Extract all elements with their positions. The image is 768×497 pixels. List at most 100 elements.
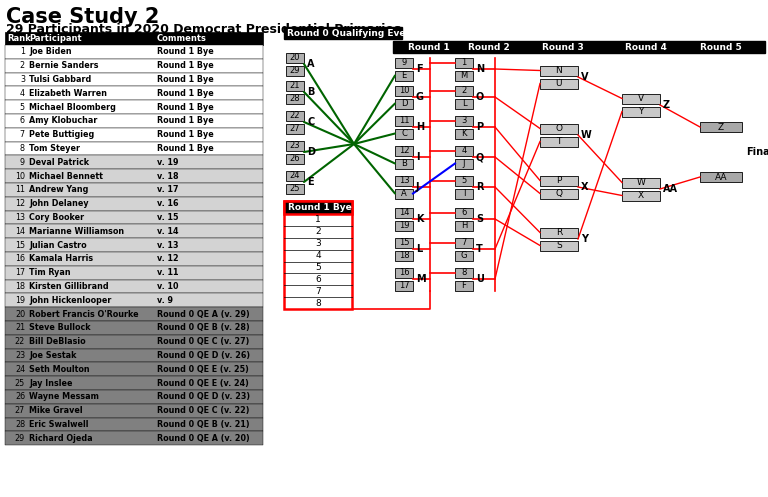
Bar — [5, 252, 263, 266]
Text: 20: 20 — [15, 310, 25, 319]
Text: O: O — [476, 92, 485, 102]
Text: 13: 13 — [399, 176, 409, 185]
Bar — [5, 307, 263, 321]
Text: T: T — [476, 244, 483, 254]
Text: 11: 11 — [399, 116, 409, 125]
Bar — [284, 201, 352, 309]
Bar — [5, 417, 263, 431]
Text: 17: 17 — [15, 268, 25, 277]
Text: 5: 5 — [20, 102, 25, 112]
Text: 26: 26 — [15, 393, 25, 402]
Text: 24: 24 — [15, 365, 25, 374]
Text: Eric Swalwell: Eric Swalwell — [29, 420, 88, 429]
Text: Robert Francis O'Rourke: Robert Francis O'Rourke — [29, 310, 139, 319]
Bar — [286, 66, 304, 76]
Text: P: P — [476, 122, 483, 132]
Text: Jay Inslee: Jay Inslee — [29, 379, 72, 388]
Bar — [5, 404, 263, 417]
Text: 1: 1 — [20, 47, 25, 56]
Text: 21: 21 — [15, 324, 25, 332]
Bar — [5, 280, 263, 293]
Bar — [395, 221, 413, 231]
Text: 2: 2 — [315, 227, 321, 236]
Bar — [395, 188, 413, 198]
Text: Michael Bennett: Michael Bennett — [29, 171, 103, 180]
Text: Cory Booker: Cory Booker — [29, 213, 84, 222]
Text: 25: 25 — [290, 184, 300, 193]
Text: Round 0 QE B (v. 28): Round 0 QE B (v. 28) — [157, 324, 250, 332]
Text: K: K — [462, 129, 467, 138]
Bar — [5, 390, 263, 404]
Text: v. 19: v. 19 — [157, 158, 178, 167]
Text: 12: 12 — [399, 146, 409, 155]
Text: Julian Castro: Julian Castro — [29, 241, 87, 249]
Text: Round 1 Bye: Round 1 Bye — [157, 144, 214, 153]
Bar — [5, 114, 263, 128]
Bar — [455, 159, 473, 168]
Bar — [455, 221, 473, 231]
Text: Tulsi Gabbard: Tulsi Gabbard — [29, 75, 91, 84]
Text: Round 3: Round 3 — [542, 43, 584, 52]
Bar — [5, 431, 263, 445]
Text: 29: 29 — [290, 66, 300, 75]
Bar — [540, 79, 578, 88]
Text: Steve Bullock: Steve Bullock — [29, 324, 91, 332]
Bar — [455, 98, 473, 108]
Bar — [540, 241, 578, 250]
Bar — [5, 238, 263, 252]
Text: Round 1 Bye: Round 1 Bye — [157, 116, 214, 125]
Text: Deval Patrick: Deval Patrick — [29, 158, 89, 167]
Text: Round 1 Bye: Round 1 Bye — [157, 130, 214, 139]
Text: Elizabeth Warren: Elizabeth Warren — [29, 89, 107, 98]
Text: S: S — [476, 214, 483, 224]
Text: P: P — [556, 176, 561, 185]
Text: X: X — [581, 182, 588, 192]
Text: 27: 27 — [290, 124, 300, 133]
Text: Comments: Comments — [157, 34, 207, 43]
Text: 29: 29 — [15, 434, 25, 443]
Bar — [455, 129, 473, 139]
Text: Tim Ryan: Tim Ryan — [29, 268, 71, 277]
Text: L: L — [416, 244, 422, 254]
Text: 6: 6 — [462, 208, 467, 217]
Bar — [455, 115, 473, 126]
Bar — [5, 293, 263, 307]
Bar — [395, 280, 413, 291]
Bar — [540, 228, 578, 238]
Text: 1: 1 — [315, 215, 321, 225]
Bar — [5, 73, 263, 86]
Text: G: G — [461, 251, 467, 260]
Text: AA: AA — [715, 172, 727, 181]
Text: v. 9: v. 9 — [157, 296, 173, 305]
Text: L: L — [462, 99, 466, 108]
Text: Round 0 Qualifying Event: Round 0 Qualifying Event — [287, 28, 416, 37]
Bar — [395, 115, 413, 126]
Bar — [5, 211, 263, 225]
Text: Y: Y — [638, 107, 644, 116]
Bar — [5, 86, 263, 100]
Bar — [5, 128, 263, 142]
Text: Rank: Rank — [7, 34, 31, 43]
Text: W: W — [581, 130, 592, 140]
Text: 8: 8 — [20, 144, 25, 153]
Text: K: K — [416, 214, 423, 224]
Text: A: A — [307, 59, 315, 69]
Text: 9: 9 — [20, 158, 25, 167]
Text: 17: 17 — [399, 281, 409, 290]
Text: 10: 10 — [399, 86, 409, 95]
Text: O: O — [555, 124, 562, 133]
Text: John Hickenlooper: John Hickenlooper — [29, 296, 111, 305]
Text: 4: 4 — [315, 251, 321, 260]
Text: Tom Steyer: Tom Steyer — [29, 144, 80, 153]
Bar — [5, 362, 263, 376]
Bar — [395, 146, 413, 156]
Bar — [5, 376, 263, 390]
Text: F: F — [416, 64, 422, 74]
Bar — [395, 58, 413, 68]
Text: Kamala Harris: Kamala Harris — [29, 254, 93, 263]
Text: F: F — [462, 281, 466, 290]
Text: C: C — [307, 117, 314, 127]
Text: 16: 16 — [399, 268, 409, 277]
Text: Pete Buttigieg: Pete Buttigieg — [29, 130, 94, 139]
Text: 14: 14 — [15, 227, 25, 236]
